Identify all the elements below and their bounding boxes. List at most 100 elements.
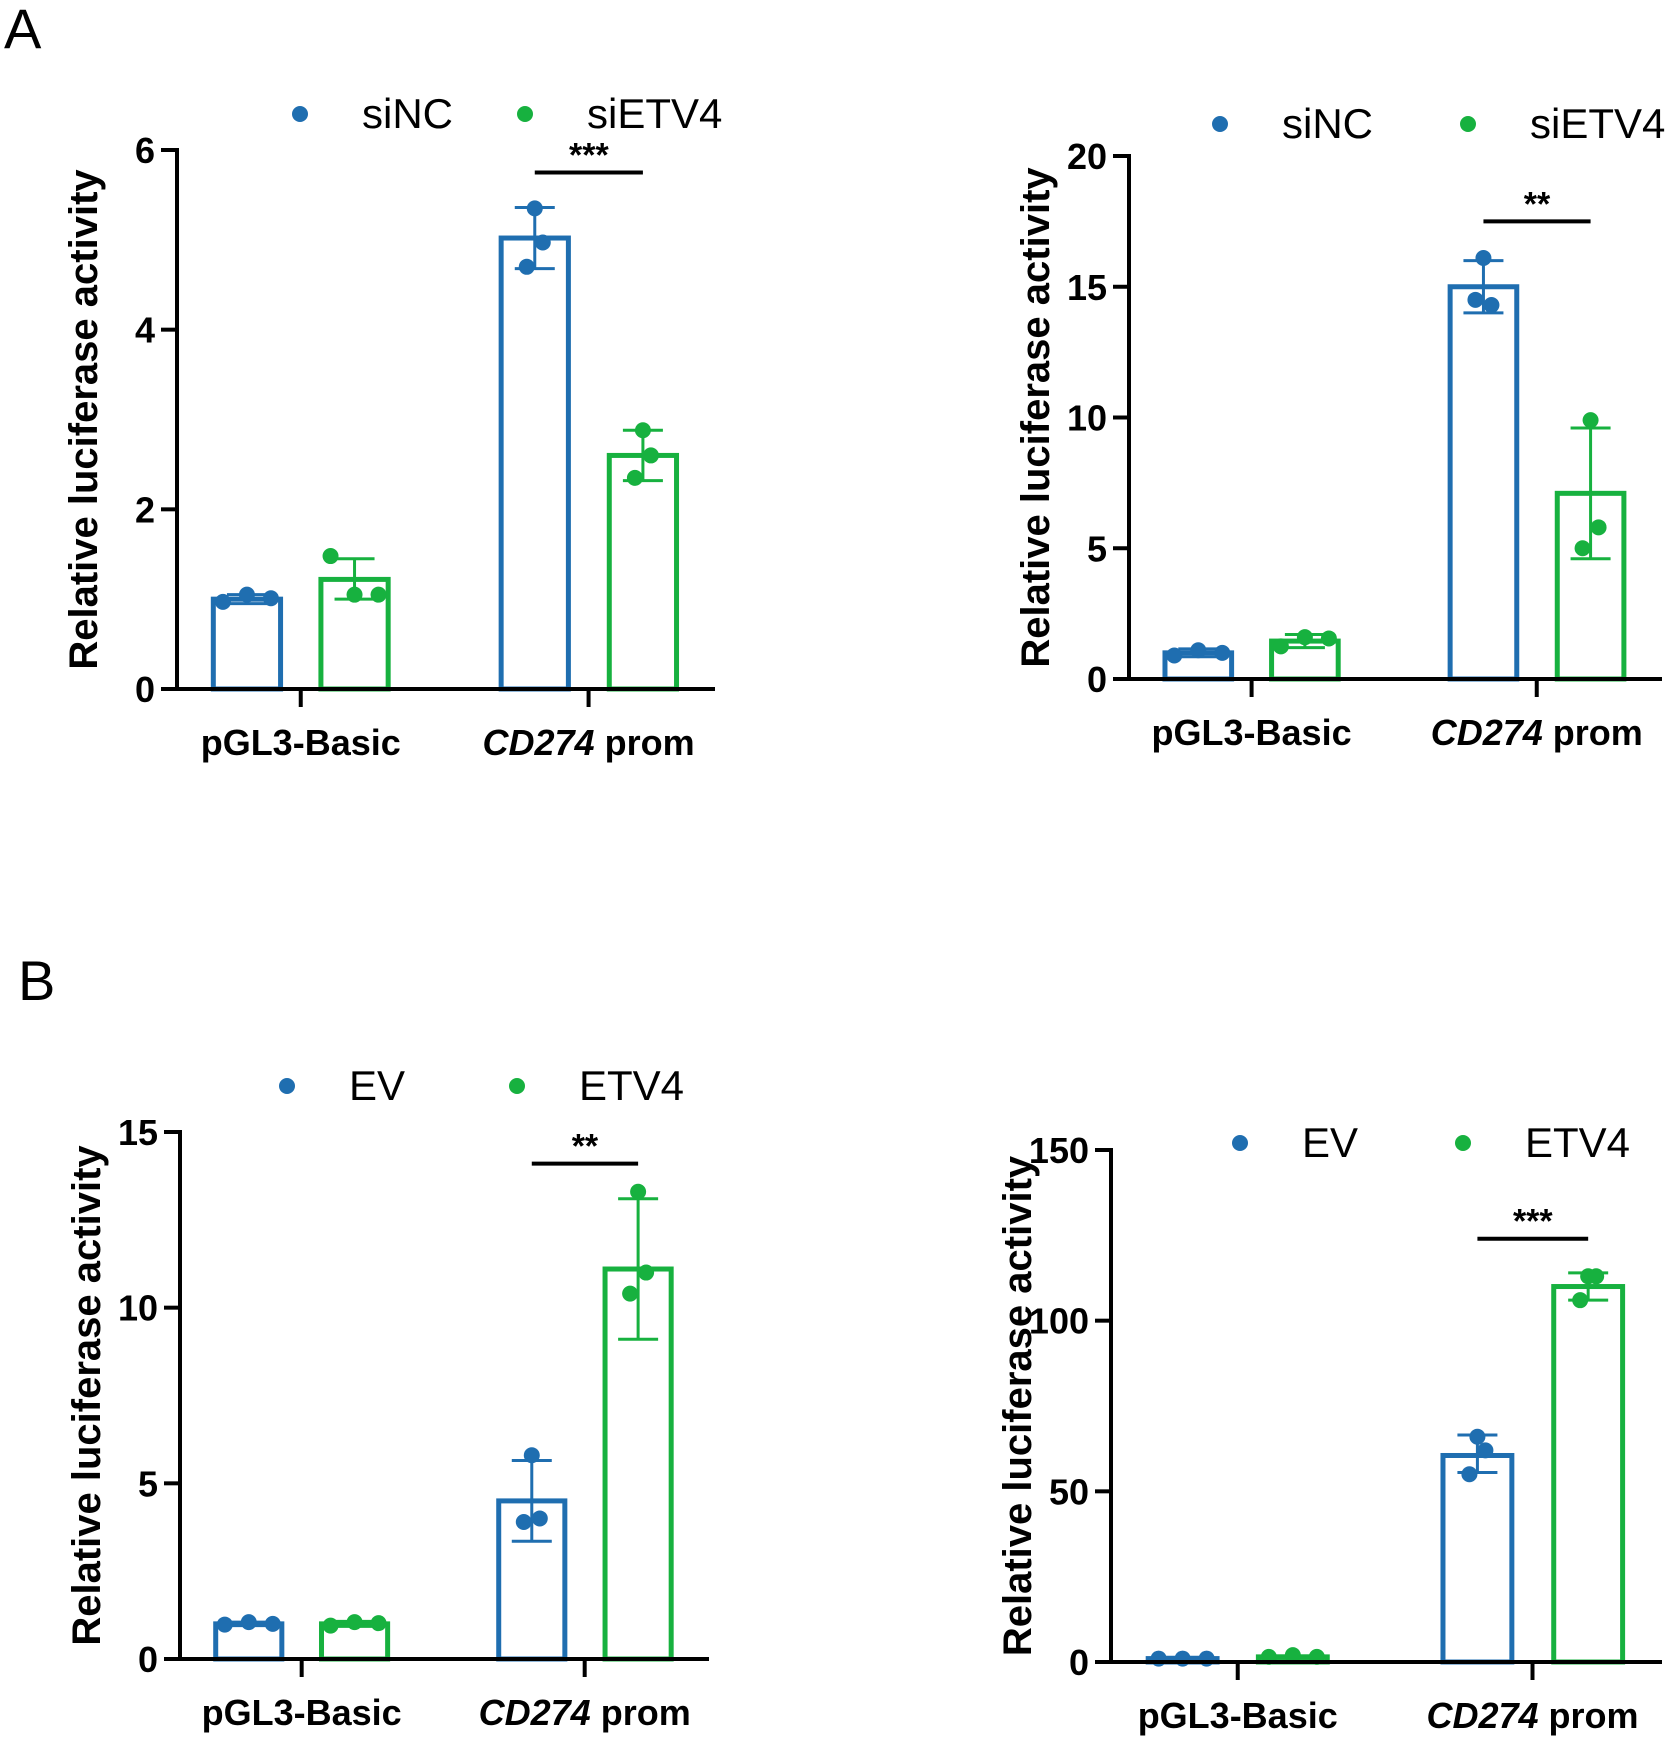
legend-marker-ETV4 [509,1078,525,1094]
y-axis-title: Relative luciferase activity [1014,167,1058,668]
data-point [1477,1442,1494,1459]
bar-siETV4-CD274-prom [606,452,680,692]
data-point [1475,249,1492,266]
data-point [531,1510,548,1527]
bar-siNC-CD274-prom [498,235,571,692]
x-tick-label-italic: CD274 [1426,1695,1538,1736]
data-point [1284,1647,1301,1664]
x-tick-label-italic: CD274 [479,1692,591,1733]
x-tick-label: pGL3-Basic [1138,1695,1338,1736]
significance-label: *** [1513,1203,1553,1241]
data-point [238,586,255,603]
data-point [262,590,279,607]
y-tick-label: 15 [1067,267,1107,308]
x-tick-label: CD274 prom [479,1692,691,1733]
y-tick-label: 0 [1069,1642,1089,1683]
significance-label: ** [1524,185,1551,223]
x-tick-label-rest: prom [595,722,695,763]
legend-marker-ETV4 [1455,1135,1471,1151]
legend-marker-siETV4 [1460,116,1476,132]
chart-2: 0 5 10 15 20 pGL3-Basic CD274 prom Relative luc… [1014,100,1665,753]
significance-label: ** [572,1128,599,1166]
data-point [264,1615,281,1632]
data-point [1469,1428,1486,1445]
legend-label-siNC: siNC [1282,100,1373,147]
panel-label-b: B [18,949,56,1012]
x-tick-label: CD274 prom [483,722,695,763]
bar-ETV4-CD274-prom [1551,1284,1626,1665]
y-tick-label: 6 [135,130,155,171]
chart-4: 0 50 100 150 pGL3-Basic CD274 prom Relative lu… [996,1119,1662,1736]
x-tick-label: CD274 prom [1426,1695,1638,1736]
legend-label-siETV4: siETV4 [1530,100,1665,147]
data-point [370,586,387,603]
data-point [322,1617,339,1634]
y-tick-label: 0 [135,669,155,710]
x-tick-label-rest: prom [1539,1695,1639,1736]
legend-label-siNC: siNC [362,90,453,137]
significance-label: *** [569,136,609,174]
y-tick-label: 100 [1029,1301,1089,1342]
x-tick-label: pGL3-Basic [1152,712,1352,753]
data-point [638,1264,655,1281]
x-tick-label: pGL3-Basic [201,722,401,763]
data-point [1296,629,1313,646]
data-point [634,422,651,439]
data-point [515,1513,532,1530]
data-point [1461,1466,1478,1483]
data-point [1574,540,1591,557]
panel-label-a: A [4,0,42,60]
data-point [1572,1292,1589,1309]
legend-marker-EV [279,1078,295,1094]
y-axis-title: Relative luciferase activity [996,1155,1040,1656]
y-tick-label: 4 [135,310,155,351]
y-axis-title: Relative luciferase activity [62,169,106,670]
legend-marker-siETV4 [517,106,533,122]
x-tick-label-rest: prom [1543,712,1643,753]
x-tick-label-italic: CD274 [483,722,595,763]
data-point [1590,519,1607,536]
y-tick-label: 10 [118,1288,158,1329]
data-point [240,1614,257,1631]
data-point [1150,1650,1167,1667]
y-tick-label: 0 [1087,659,1107,700]
legend-label-siETV4: siETV4 [587,90,722,137]
data-point [534,234,551,251]
data-point [1214,644,1231,661]
legend-label-EV: EV [1302,1119,1358,1166]
data-point [642,447,659,464]
legend-marker-siNC [292,106,308,122]
chart-1: 0 2 4 6 pGL3-Basic CD274 prom Relative lucifer… [62,90,722,763]
y-tick-label: 5 [1087,528,1107,569]
data-point [1166,647,1183,664]
bar-siNC-pGL3-Basic [210,596,284,692]
data-point [1483,297,1500,314]
data-point [526,200,543,217]
y-axis-title: Relative luciferase activity [65,1145,109,1646]
y-tick-label: 5 [138,1463,158,1504]
chart-3: 0 5 10 15 pGL3-Basic CD274 prom Relative lucif… [65,1062,709,1733]
legend-marker-siNC [1212,116,1228,132]
data-point [1588,1268,1605,1285]
data-point [214,593,231,610]
data-point [370,1615,387,1632]
y-tick-label: 20 [1067,136,1107,177]
data-point [1582,412,1599,429]
x-tick-label-rest: prom [591,1692,691,1733]
data-point [622,1285,639,1302]
data-point [1190,642,1207,659]
legend-marker-EV [1232,1135,1248,1151]
x-tick-label: pGL3-Basic [202,1692,402,1733]
y-tick-label: 2 [135,489,155,530]
data-point [1174,1650,1191,1667]
data-point [626,469,643,486]
bar-EV-CD274-prom [1440,1452,1515,1665]
data-point [518,258,535,275]
data-point [346,586,363,603]
y-tick-label: 150 [1029,1130,1089,1171]
x-tick-label: CD274 prom [1431,712,1643,753]
x-tick-label-italic: CD274 [1431,712,1543,753]
y-tick-label: 15 [118,1112,158,1153]
legend-label-ETV4: ETV4 [1525,1119,1630,1166]
